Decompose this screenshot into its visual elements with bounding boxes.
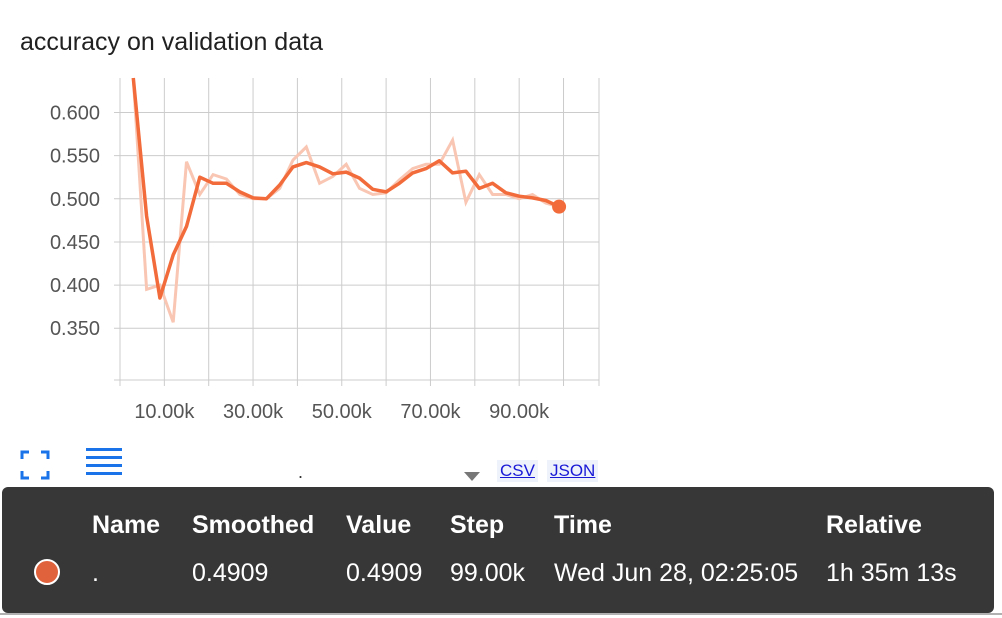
header-value: Value bbox=[346, 511, 412, 539]
x-tick-label: 30.00k bbox=[223, 401, 284, 423]
chart-title: accuracy on validation data bbox=[20, 28, 323, 56]
x-tick-label: 90.00k bbox=[489, 401, 550, 423]
header-step: Step bbox=[450, 511, 505, 539]
y-tick-label: 0.400 bbox=[50, 275, 100, 297]
series-color-swatch bbox=[34, 559, 60, 585]
y-tick-label: 0.450 bbox=[50, 232, 100, 254]
row-relative: 1h 35m 13s bbox=[826, 559, 957, 587]
y-tick-label: 0.350 bbox=[50, 318, 100, 340]
row-name: . bbox=[92, 559, 99, 587]
chevron-down-icon bbox=[464, 472, 480, 481]
fullscreen-icon[interactable] bbox=[20, 450, 50, 480]
row-value: 0.4909 bbox=[346, 559, 423, 587]
y-tick-label: 0.550 bbox=[50, 146, 100, 168]
y-tick-label: 0.600 bbox=[50, 103, 100, 125]
run-selector-value: . bbox=[298, 462, 304, 482]
header-time: Time bbox=[554, 511, 612, 539]
row-step: 99.00k bbox=[450, 559, 526, 587]
line-chart[interactable]: 0.350 0.400 0.450 0.500 0.550 0.600 10.00k 30.… bbox=[0, 60, 620, 440]
x-axis-ticks: 10.00k 30.00k 50.00k 70.00k 90.00k bbox=[134, 401, 550, 423]
row-time: Wed Jun 28, 02:25:05 bbox=[554, 559, 799, 587]
lines-icon[interactable] bbox=[86, 446, 122, 480]
chart-grid bbox=[114, 78, 600, 386]
raw-series-line bbox=[131, 77, 560, 323]
smoothed-series-line bbox=[131, 77, 560, 300]
x-tick-label: 70.00k bbox=[400, 401, 461, 423]
y-tick-label: 0.500 bbox=[50, 189, 100, 211]
data-tooltip: Name Smoothed Value Step Time Relative .… bbox=[2, 487, 994, 613]
last-point-marker[interactable] bbox=[552, 199, 567, 214]
y-axis-ticks: 0.350 0.400 0.450 0.500 0.550 0.600 bbox=[50, 103, 100, 341]
header-relative: Relative bbox=[826, 511, 922, 539]
divider bbox=[0, 613, 1002, 615]
x-tick-label: 10.00k bbox=[134, 401, 195, 423]
x-tick-label: 50.00k bbox=[312, 401, 373, 423]
json-link[interactable]: JSON bbox=[547, 460, 599, 482]
header-name: Name bbox=[92, 511, 161, 539]
header-smoothed: Smoothed bbox=[192, 511, 315, 539]
csv-link[interactable]: CSV bbox=[497, 460, 538, 482]
row-smoothed: 0.4909 bbox=[192, 559, 269, 587]
